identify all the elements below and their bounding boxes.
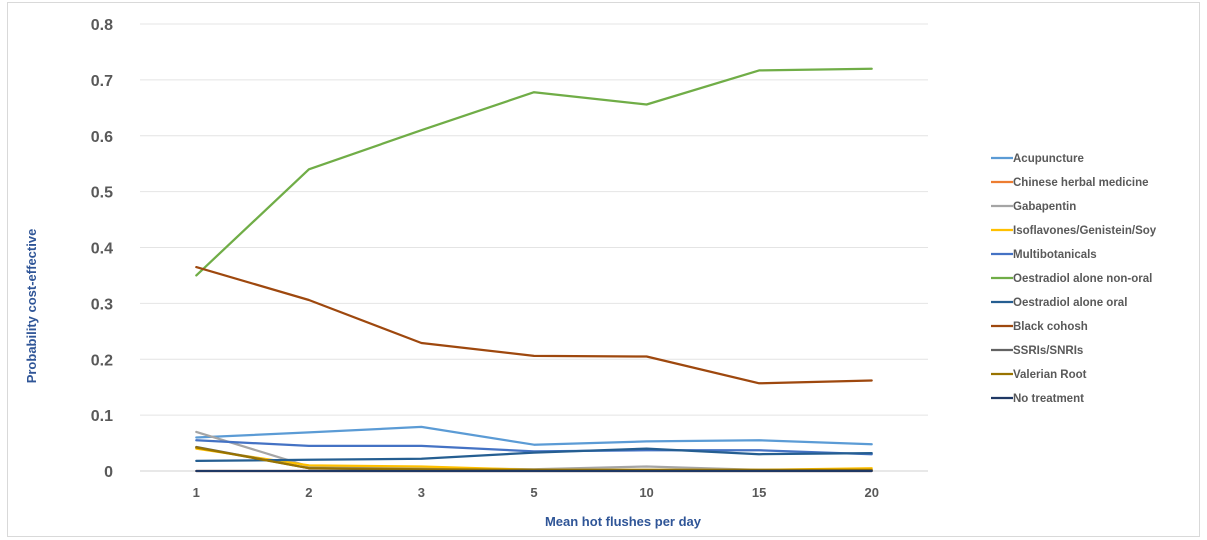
x-axis-title: Mean hot flushes per day xyxy=(545,514,702,529)
x-tick-label: 1 xyxy=(193,485,200,500)
legend-label: No treatment xyxy=(1013,393,1084,405)
y-tick-label: 0.1 xyxy=(91,408,113,425)
legend: Acupuncture Chinese herbal medicine Gabape… xyxy=(991,153,1157,405)
x-tick-label: 3 xyxy=(418,485,425,500)
legend-label: Gabapentin xyxy=(1013,201,1076,213)
series-line-acupuncture xyxy=(195,425,873,446)
x-axis-ticks: 1 2 3 5 10 15 20 xyxy=(193,485,879,500)
y-tick-label: 0.4 xyxy=(91,241,113,258)
legend-label: Valerian Root xyxy=(1013,369,1087,381)
x-tick-label: 5 xyxy=(530,485,537,500)
y-tick-label: 0.2 xyxy=(91,352,113,369)
gridlines xyxy=(140,23,928,472)
x-tick-label: 15 xyxy=(752,485,766,500)
legend-label: Oestradiol alone non-oral xyxy=(1013,273,1152,285)
y-tick-label: 0.6 xyxy=(91,129,113,146)
legend-label: Chinese herbal medicine xyxy=(1013,177,1149,189)
series-line-multibotanicals xyxy=(195,439,873,456)
x-tick-label: 20 xyxy=(864,485,878,500)
legend-label: Acupuncture xyxy=(1013,153,1084,165)
x-tick-label: 10 xyxy=(639,485,653,500)
x-tick-label: 2 xyxy=(305,485,312,500)
legend-label: Isoflavones/Genistein/Soy xyxy=(1013,225,1157,237)
y-tick-label: 0.5 xyxy=(91,185,113,202)
legend-label: Black cohosh xyxy=(1013,321,1088,333)
series-lines xyxy=(195,67,873,473)
y-axis-ticks: 0 0.1 0.2 0.3 0.4 0.5 0.6 0.7 0.8 xyxy=(91,17,113,481)
y-axis-title: Probability cost-effective xyxy=(24,229,39,384)
y-tick-label: 0.7 xyxy=(91,73,113,90)
legend-label: SSRIs/SNRIs xyxy=(1013,345,1083,357)
series-line-oestradiol-alone-non-oral xyxy=(195,67,873,277)
series-line-oestradiol-alone-oral xyxy=(195,447,873,463)
y-tick-label: 0.8 xyxy=(91,17,113,34)
legend-label: Multibotanicals xyxy=(1013,249,1097,261)
y-tick-label: 0.3 xyxy=(91,296,113,313)
y-tick-label: 0 xyxy=(104,464,113,481)
series-line-black-cohosh xyxy=(195,265,873,385)
legend-label: Oestradiol alone oral xyxy=(1013,297,1127,309)
